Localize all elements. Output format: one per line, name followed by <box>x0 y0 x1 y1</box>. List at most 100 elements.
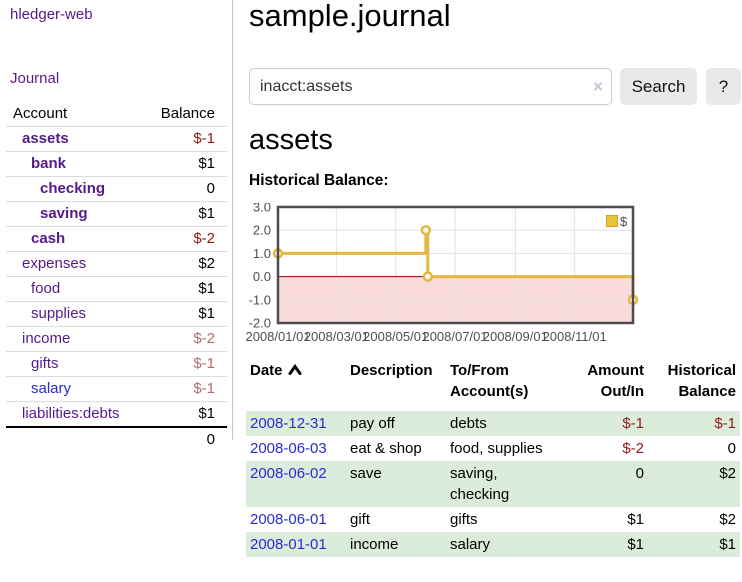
register-header-row: Date Description To/From Account(s) Amou… <box>246 356 740 411</box>
account-link[interactable]: income <box>22 330 70 347</box>
app-title-link[interactable]: hledger-web <box>10 6 93 23</box>
balance-column-header: Historical Balance <box>648 356 740 411</box>
x-tick-label: 2008/05/01 <box>363 329 428 344</box>
account-balance: $-1 <box>146 127 227 152</box>
accounts-total-balance: 0 <box>146 427 227 452</box>
clear-search-icon[interactable]: × <box>584 68 612 105</box>
sidebar-item-journal[interactable]: Journal <box>10 70 59 87</box>
register-table: Date Description To/From Account(s) Amou… <box>246 356 740 557</box>
accounts-total-row: 0 <box>6 427 227 452</box>
account-balance: $1 <box>146 202 227 227</box>
transaction-date-link[interactable]: 2008-12-31 <box>250 415 327 432</box>
account-row: salary $-1 <box>6 377 227 402</box>
account-balance: $1 <box>146 402 227 428</box>
transaction-row: 2008-12-31 pay off debts $-1 $-1 <box>246 411 740 436</box>
account-row: assets $-1 <box>6 127 227 152</box>
historical-balance-chart[interactable]: 3.02.01.00.0-1.0-2.02008/01/012008/03/01… <box>246 203 642 349</box>
account-balance: 0 <box>146 177 227 202</box>
transaction-amount: $1 <box>558 532 648 557</box>
account-balance: $-1 <box>146 377 227 402</box>
account-row: saving $1 <box>6 202 227 227</box>
transaction-amount: $1 <box>558 507 648 532</box>
page-title: sample.journal <box>249 0 451 36</box>
chart-legend: $ <box>606 213 627 229</box>
account-row: bank $1 <box>6 152 227 177</box>
transaction-historical-balance: $2 <box>648 507 740 532</box>
transaction-historical-balance: $-1 <box>648 411 740 436</box>
account-link[interactable]: bank <box>31 155 66 172</box>
chart-heading: Historical Balance: <box>249 172 389 190</box>
account-link[interactable]: saving <box>40 205 88 222</box>
help-button[interactable]: ? <box>706 68 741 105</box>
transaction-accounts: gifts <box>446 507 558 532</box>
account-balance: $1 <box>146 277 227 302</box>
legend-series-label: $ <box>620 214 627 229</box>
x-tick-label: 2008/07/01 <box>422 329 487 344</box>
account-row: gifts $-1 <box>6 352 227 377</box>
account-row: cash $-2 <box>6 227 227 252</box>
account-link[interactable]: liabilities:debts <box>22 405 120 422</box>
data-point <box>424 273 432 281</box>
account-row: supplies $1 <box>6 302 227 327</box>
account-link[interactable]: assets <box>22 130 69 147</box>
account-row: food $1 <box>6 277 227 302</box>
account-column-header: Account <box>6 102 146 127</box>
transaction-historical-balance: 0 <box>648 436 740 461</box>
main-content: sample.journal × Search ? assets Histori… <box>246 0 742 582</box>
transaction-row: 2008-01-01 income salary $1 $1 <box>246 532 740 557</box>
transaction-description: pay off <box>346 411 446 436</box>
accounts-header-row: Account Balance <box>6 102 227 127</box>
account-balance: $-2 <box>146 227 227 252</box>
transaction-date-link[interactable]: 2008-06-03 <box>250 440 327 457</box>
y-tick-label: 3.0 <box>253 203 271 215</box>
account-link[interactable]: cash <box>31 230 65 247</box>
y-tick-label: -1.0 <box>249 292 271 307</box>
description-column-header: Description <box>346 356 446 411</box>
account-balance: $-2 <box>146 327 227 352</box>
transaction-description: gift <box>346 507 446 532</box>
transaction-historical-balance: $1 <box>648 532 740 557</box>
transaction-date-link[interactable]: 2008-01-01 <box>250 536 327 553</box>
date-column-header[interactable]: Date <box>246 356 346 411</box>
account-link[interactable]: gifts <box>31 355 59 372</box>
account-balance: $-1 <box>146 352 227 377</box>
transaction-accounts: salary <box>446 532 558 557</box>
accounts-table: Account Balance assets $-1 bank $1 check… <box>6 102 227 452</box>
account-row: expenses $2 <box>6 252 227 277</box>
transaction-row: 2008-06-02 save saving, checking 0 $2 <box>246 461 740 507</box>
transaction-description: save <box>346 461 446 507</box>
data-point <box>422 226 430 234</box>
sidebar: hledger-web Journal Account Balance asse… <box>0 0 233 440</box>
y-tick-label: 0.0 <box>253 269 271 284</box>
account-row: checking 0 <box>6 177 227 202</box>
account-row: liabilities:debts $1 <box>6 402 227 428</box>
legend-swatch-icon <box>606 215 618 227</box>
amount-column-header: Amount Out/In <box>558 356 648 411</box>
tofrom-column-header: To/From Account(s) <box>446 356 558 411</box>
account-link[interactable]: salary <box>31 380 71 397</box>
transaction-row: 2008-06-01 gift gifts $1 $2 <box>246 507 740 532</box>
account-link[interactable]: supplies <box>31 305 86 322</box>
transaction-description: income <box>346 532 446 557</box>
x-tick-label: 2008/09/01 <box>483 329 548 344</box>
transaction-amount: $-2 <box>558 436 648 461</box>
transaction-row: 2008-06-03 eat & shop food, supplies $-2… <box>246 436 740 461</box>
transaction-accounts: food, supplies <box>446 436 558 461</box>
transaction-accounts: saving, checking <box>446 461 558 507</box>
transaction-date-link[interactable]: 2008-06-01 <box>250 511 327 528</box>
account-link[interactable]: expenses <box>22 255 86 272</box>
transaction-amount: 0 <box>558 461 648 507</box>
sort-ascending-icon <box>288 360 302 381</box>
transaction-description: eat & shop <box>346 436 446 461</box>
search-input[interactable] <box>249 68 612 105</box>
account-link[interactable]: checking <box>40 180 105 197</box>
account-heading: assets <box>249 122 333 158</box>
search-button[interactable]: Search <box>620 68 697 105</box>
account-link[interactable]: food <box>31 280 60 297</box>
balance-column-header: Balance <box>146 102 227 127</box>
transaction-amount: $-1 <box>558 411 648 436</box>
transaction-date-link[interactable]: 2008-06-02 <box>250 465 327 482</box>
x-tick-label: 2008/11/01 <box>543 329 607 344</box>
chart-canvas[interactable]: 3.02.01.00.0-1.0-2.02008/01/012008/03/01… <box>246 203 642 349</box>
x-tick-label: 2008/01/01 <box>246 329 311 344</box>
